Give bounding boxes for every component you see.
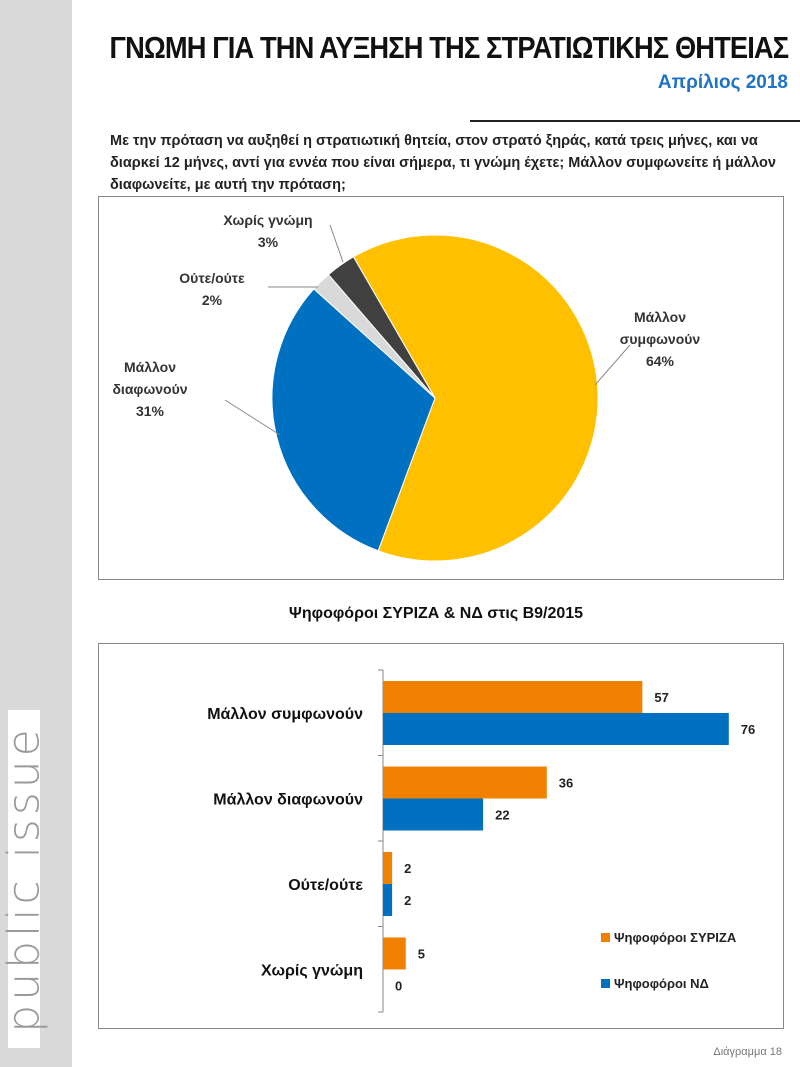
pie-label: Μάλλον διαφωνούν 31% (112, 359, 187, 419)
leader-line (329, 224, 344, 263)
legend-swatch (601, 933, 610, 942)
category-label: Ούτε/ούτε (288, 877, 363, 894)
data-label: 2 (404, 893, 411, 908)
data-label: 2 (404, 861, 411, 876)
bar (383, 681, 643, 713)
data-label: 36 (559, 776, 573, 791)
leader-line (224, 399, 281, 436)
data-label: 57 (654, 690, 668, 705)
question-text: Με την πρόταση να αυξηθεί η στρατιωτική … (110, 133, 776, 193)
pie-chart: Μάλλον συμφωνούν 64% Μάλλον διαφωνούν 31% Ούτε… (112, 212, 701, 562)
sidebar: public issue (0, 0, 72, 1067)
pie-label: Μάλλον συμφωνούν 64% (620, 309, 701, 369)
category-label: Χωρίς γνώμη (261, 962, 363, 979)
category-label: Μάλλον διαφωνούν (213, 791, 363, 808)
category-label: Μάλλον συμφωνούν (207, 706, 363, 723)
pie-slice (352, 234, 599, 562)
footer-label: Διάγραμμα 18 (713, 1046, 782, 1058)
data-label: 76 (741, 722, 755, 737)
leader-line (594, 344, 631, 386)
bar (383, 884, 393, 916)
bar (383, 766, 547, 799)
pie-label: Χωρίς γνώμη 3% (223, 212, 312, 250)
pie-label: Ούτε/ούτε 2% (179, 270, 245, 308)
bar-chart-title: Ψηφοφόροι ΣΥΡΙΖΑ & ΝΔ στις Β9/2015 (288, 605, 584, 622)
pie-slice (271, 288, 436, 552)
legend-swatch (601, 979, 610, 988)
data-label: 22 (495, 808, 509, 823)
page-date: Απρίλιος 2018 (657, 72, 788, 93)
legend-label: Ψηφοφόροι ΣΥΡΙΖΑ (614, 930, 737, 945)
legend-label: Ψηφοφόροι ΝΔ (614, 976, 709, 991)
data-label: 0 (395, 979, 402, 994)
bar (383, 798, 484, 831)
data-label: 5 (418, 947, 425, 962)
bar (383, 852, 393, 884)
logo: public issue (0, 710, 50, 1048)
page-title: ΓΝΩΜΗ ΓΙΑ ΤΗΝ ΑΥΞΗΣΗ ΤΗΣ ΣΤΡΑΤΙΩΤΙΚΗΣ ΘΗ… (109, 30, 789, 65)
divider (470, 120, 800, 122)
bar (383, 713, 729, 745)
bar (383, 937, 406, 970)
pie-slice (327, 256, 436, 399)
